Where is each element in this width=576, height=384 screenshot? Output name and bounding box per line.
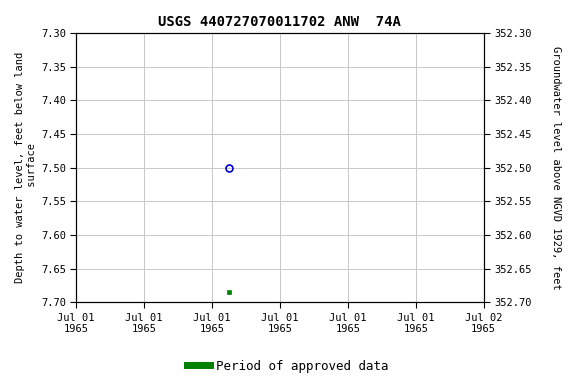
Legend: Period of approved data: Period of approved data <box>183 355 393 378</box>
Title: USGS 440727070011702 ANW  74A: USGS 440727070011702 ANW 74A <box>158 15 401 29</box>
Y-axis label: Groundwater level above NGVD 1929, feet: Groundwater level above NGVD 1929, feet <box>551 46 561 290</box>
Y-axis label: Depth to water level, feet below land
 surface: Depth to water level, feet below land su… <box>15 52 37 283</box>
